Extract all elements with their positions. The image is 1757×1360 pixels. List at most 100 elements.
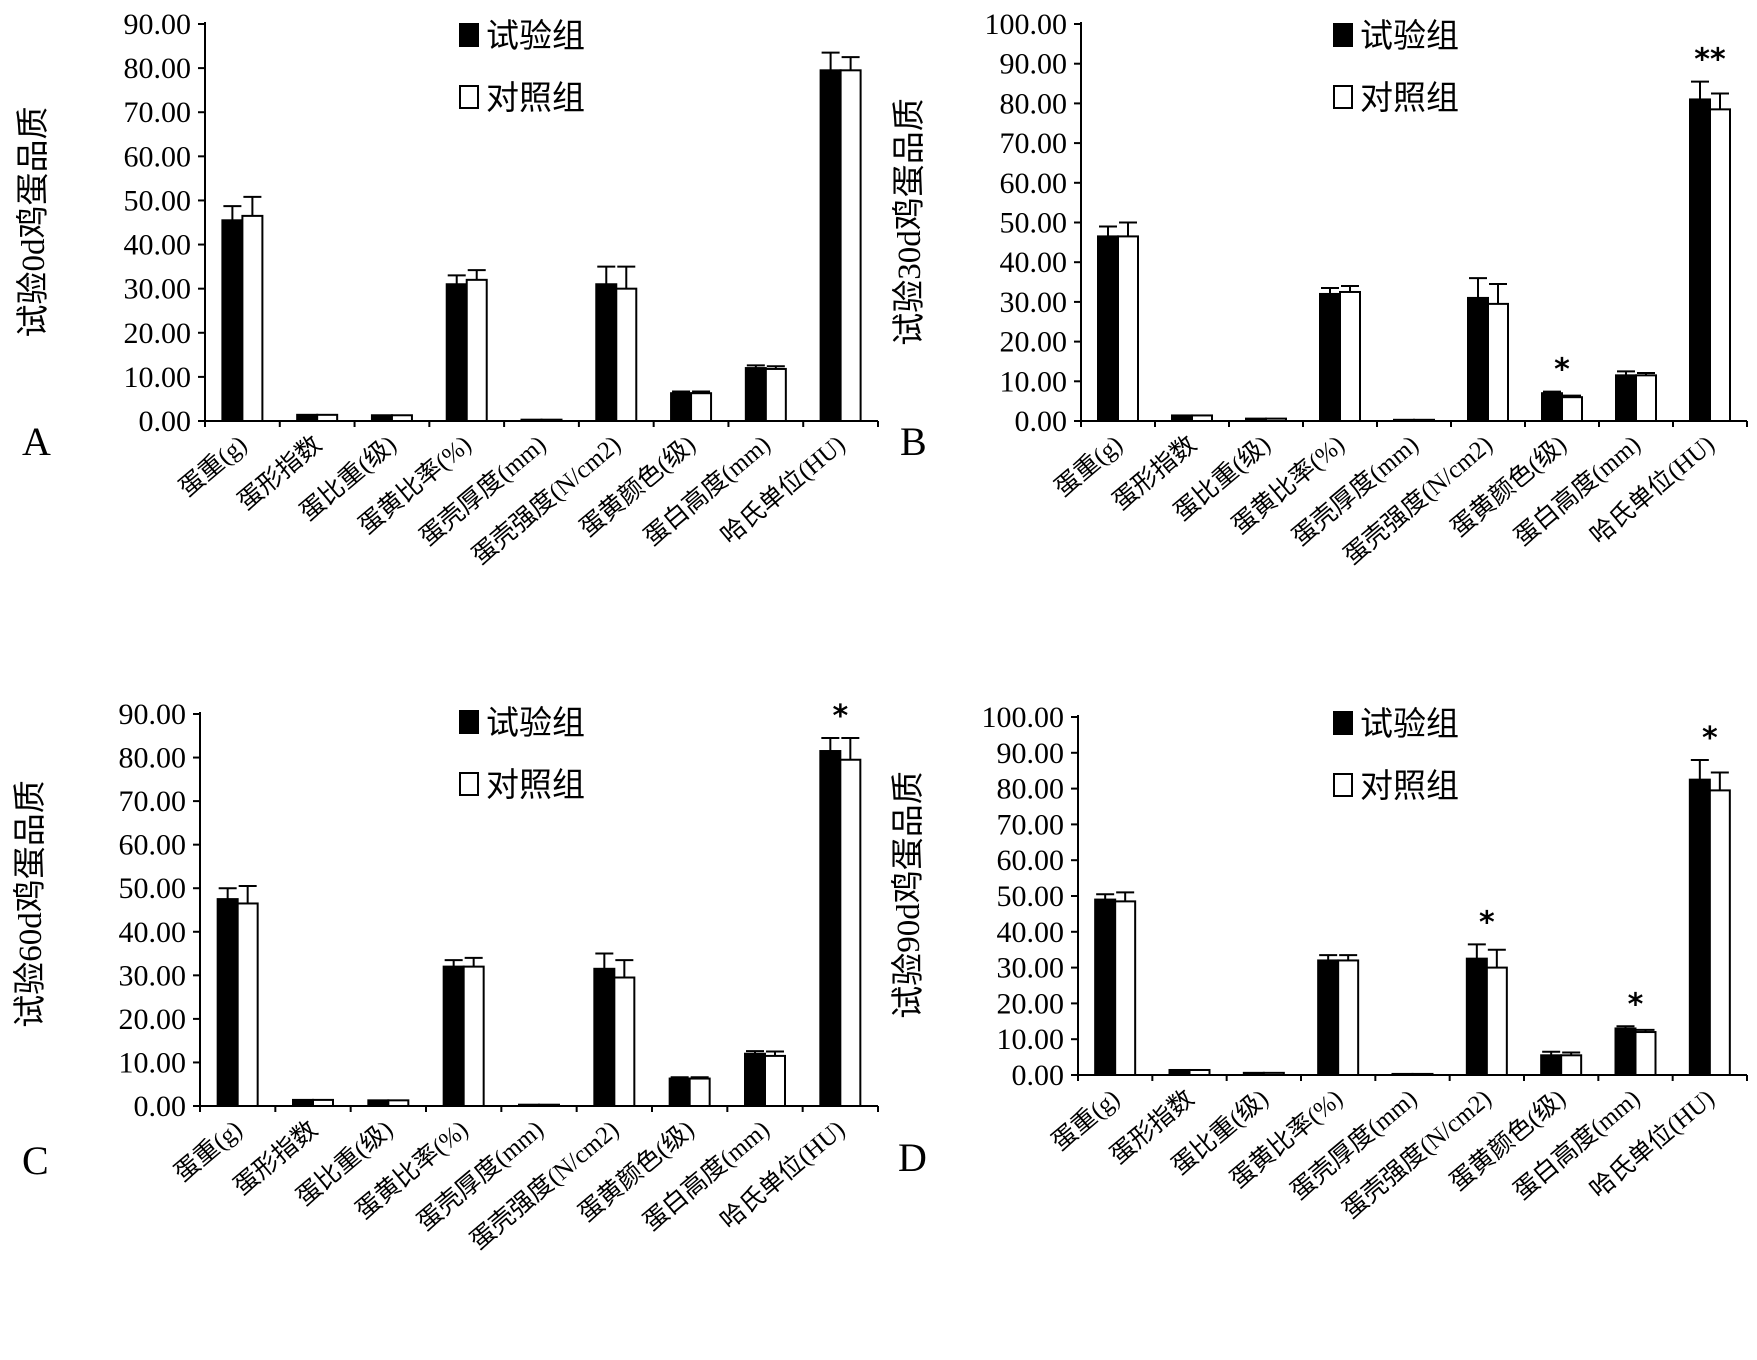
bar-trial — [1465, 957, 1488, 1076]
legend-swatch-trial — [459, 710, 479, 734]
bar-trial — [1168, 1068, 1191, 1077]
bar-control — [1114, 900, 1137, 1076]
chart-svg: 0.0010.0020.0030.0040.0050.0060.0070.008… — [890, 701, 1748, 1224]
legend-swatch-trial — [1333, 711, 1353, 735]
y-tick-label: 40.00 — [1000, 246, 1068, 279]
y-tick-label: 40.00 — [119, 916, 187, 949]
y-tick-label: 20.00 — [1000, 326, 1068, 359]
bar-trial — [292, 1098, 314, 1107]
legend-label-trial: 试验组 — [1360, 704, 1459, 743]
bar-trial — [595, 283, 618, 422]
significance-marker: ** — [1694, 43, 1726, 78]
bar-control — [1561, 396, 1583, 422]
bar-trial — [744, 367, 767, 423]
significance-marker: * — [1702, 721, 1718, 756]
y-tick-label: 0.00 — [1015, 405, 1068, 438]
legend-label-trial: 试验组 — [486, 703, 585, 742]
bar-control — [613, 976, 636, 1107]
x-tick-label: 蛋壳厚度(mm) — [1285, 1084, 1422, 1205]
bar-control — [390, 414, 413, 423]
chart-svg: 0.0010.0020.0030.0040.0050.0060.0070.008… — [891, 8, 1748, 570]
x-tick-label: 哈氏单位(HU) — [715, 430, 850, 550]
bar-trial — [1615, 374, 1637, 422]
y-tick-label: 90.00 — [1000, 48, 1068, 81]
y-tick-label: 80.00 — [124, 52, 192, 85]
bar-trial — [1541, 392, 1563, 422]
y-tick-label: 40.00 — [997, 916, 1065, 949]
legend-swatch-control — [1333, 773, 1353, 797]
bar-control — [1117, 235, 1139, 422]
x-tick-label: 蛋白高度(mm) — [638, 1115, 775, 1236]
y-tick-label: 60.00 — [119, 829, 187, 862]
bar-trial — [1614, 1027, 1637, 1076]
y-tick-label: 10.00 — [119, 1046, 187, 1079]
x-tick-label: 蛋白高度(mm) — [1508, 1084, 1645, 1205]
bar-control — [387, 1099, 410, 1107]
y-tick-label: 80.00 — [997, 773, 1065, 806]
bar-trial — [221, 219, 244, 422]
bar-control — [1265, 417, 1287, 423]
bar-trial — [370, 414, 393, 423]
y-axis-title: 试验90d鸡蛋品质 — [890, 771, 927, 1019]
bar-control — [1487, 302, 1509, 423]
bar-control — [1560, 1054, 1583, 1076]
y-tick-label: 70.00 — [124, 96, 192, 129]
bar-trial — [518, 1103, 540, 1107]
legend-swatch-control — [459, 772, 479, 796]
panel-d: 0.00 10.00 20.00 30.00 40.00 50.00 60.00 70.00 8… — [878, 677, 1757, 1355]
significance-marker: * — [1554, 353, 1570, 388]
y-tick-label: 90.00 — [124, 8, 192, 41]
chart-svg: 0.0010.0020.0030.0040.0050.0060.0070.008… — [15, 8, 879, 570]
y-tick-label: 20.00 — [119, 1003, 187, 1036]
legend-swatch-control — [459, 85, 479, 109]
legend-label-control: 对照组 — [486, 765, 585, 804]
bar-trial — [1094, 898, 1117, 1076]
bar-trial — [1467, 296, 1489, 422]
legend-label-trial: 试验组 — [486, 16, 585, 55]
y-tick-label: 50.00 — [124, 184, 192, 217]
bar-trial — [216, 898, 239, 1107]
y-tick-label: 100.00 — [982, 701, 1065, 734]
bar-control — [1708, 789, 1731, 1076]
y-tick-label: 60.00 — [1000, 167, 1068, 200]
panel-letter: B — [900, 419, 927, 464]
bar-control — [236, 902, 259, 1107]
y-tick-label: 50.00 — [1000, 207, 1068, 240]
y-tick-label: 50.00 — [119, 872, 187, 905]
bar-trial — [1391, 1072, 1414, 1076]
y-tick-label: 80.00 — [119, 742, 187, 775]
y-tick-label: 30.00 — [119, 959, 187, 992]
y-tick-label: 0.00 — [1012, 1059, 1065, 1092]
bar-control — [1634, 1031, 1657, 1077]
significance-marker: * — [1479, 905, 1495, 940]
bar-trial — [367, 1099, 390, 1107]
x-tick-label: 蛋白高度(mm) — [639, 430, 776, 551]
legend-swatch-trial — [459, 23, 479, 47]
y-tick-label: 30.00 — [1000, 286, 1068, 319]
y-axis-title: 试验60d鸡蛋品质 — [12, 780, 49, 1028]
panel-b: 0.00 10.00 20.00 30.00 40.00 50.00 60.00 70.00 8… — [878, 0, 1757, 677]
bar-trial — [1097, 235, 1119, 422]
bar-trial — [296, 413, 319, 422]
bar-trial — [744, 1052, 766, 1108]
bar-control — [538, 1103, 560, 1107]
x-tick-label: 蛋白高度(mm) — [1509, 430, 1646, 551]
legend-swatch-control — [1333, 85, 1353, 109]
y-tick-label: 20.00 — [124, 317, 192, 350]
panel-letter: A — [22, 419, 51, 464]
y-axis-title: 试验0d鸡蛋品质 — [15, 107, 52, 338]
bar-control — [1188, 1068, 1211, 1077]
y-tick-label: 70.00 — [119, 785, 187, 818]
bar-trial — [1688, 778, 1711, 1077]
y-tick-label: 100.00 — [985, 8, 1068, 41]
y-tick-label: 90.00 — [997, 737, 1065, 770]
x-tick-label: 哈氏单位(HU) — [1585, 1084, 1720, 1204]
bar-control — [690, 392, 713, 422]
bar-control — [1337, 959, 1360, 1076]
bar-control — [764, 1054, 786, 1107]
y-tick-label: 60.00 — [124, 140, 192, 173]
panel-letter: D — [898, 1135, 927, 1180]
